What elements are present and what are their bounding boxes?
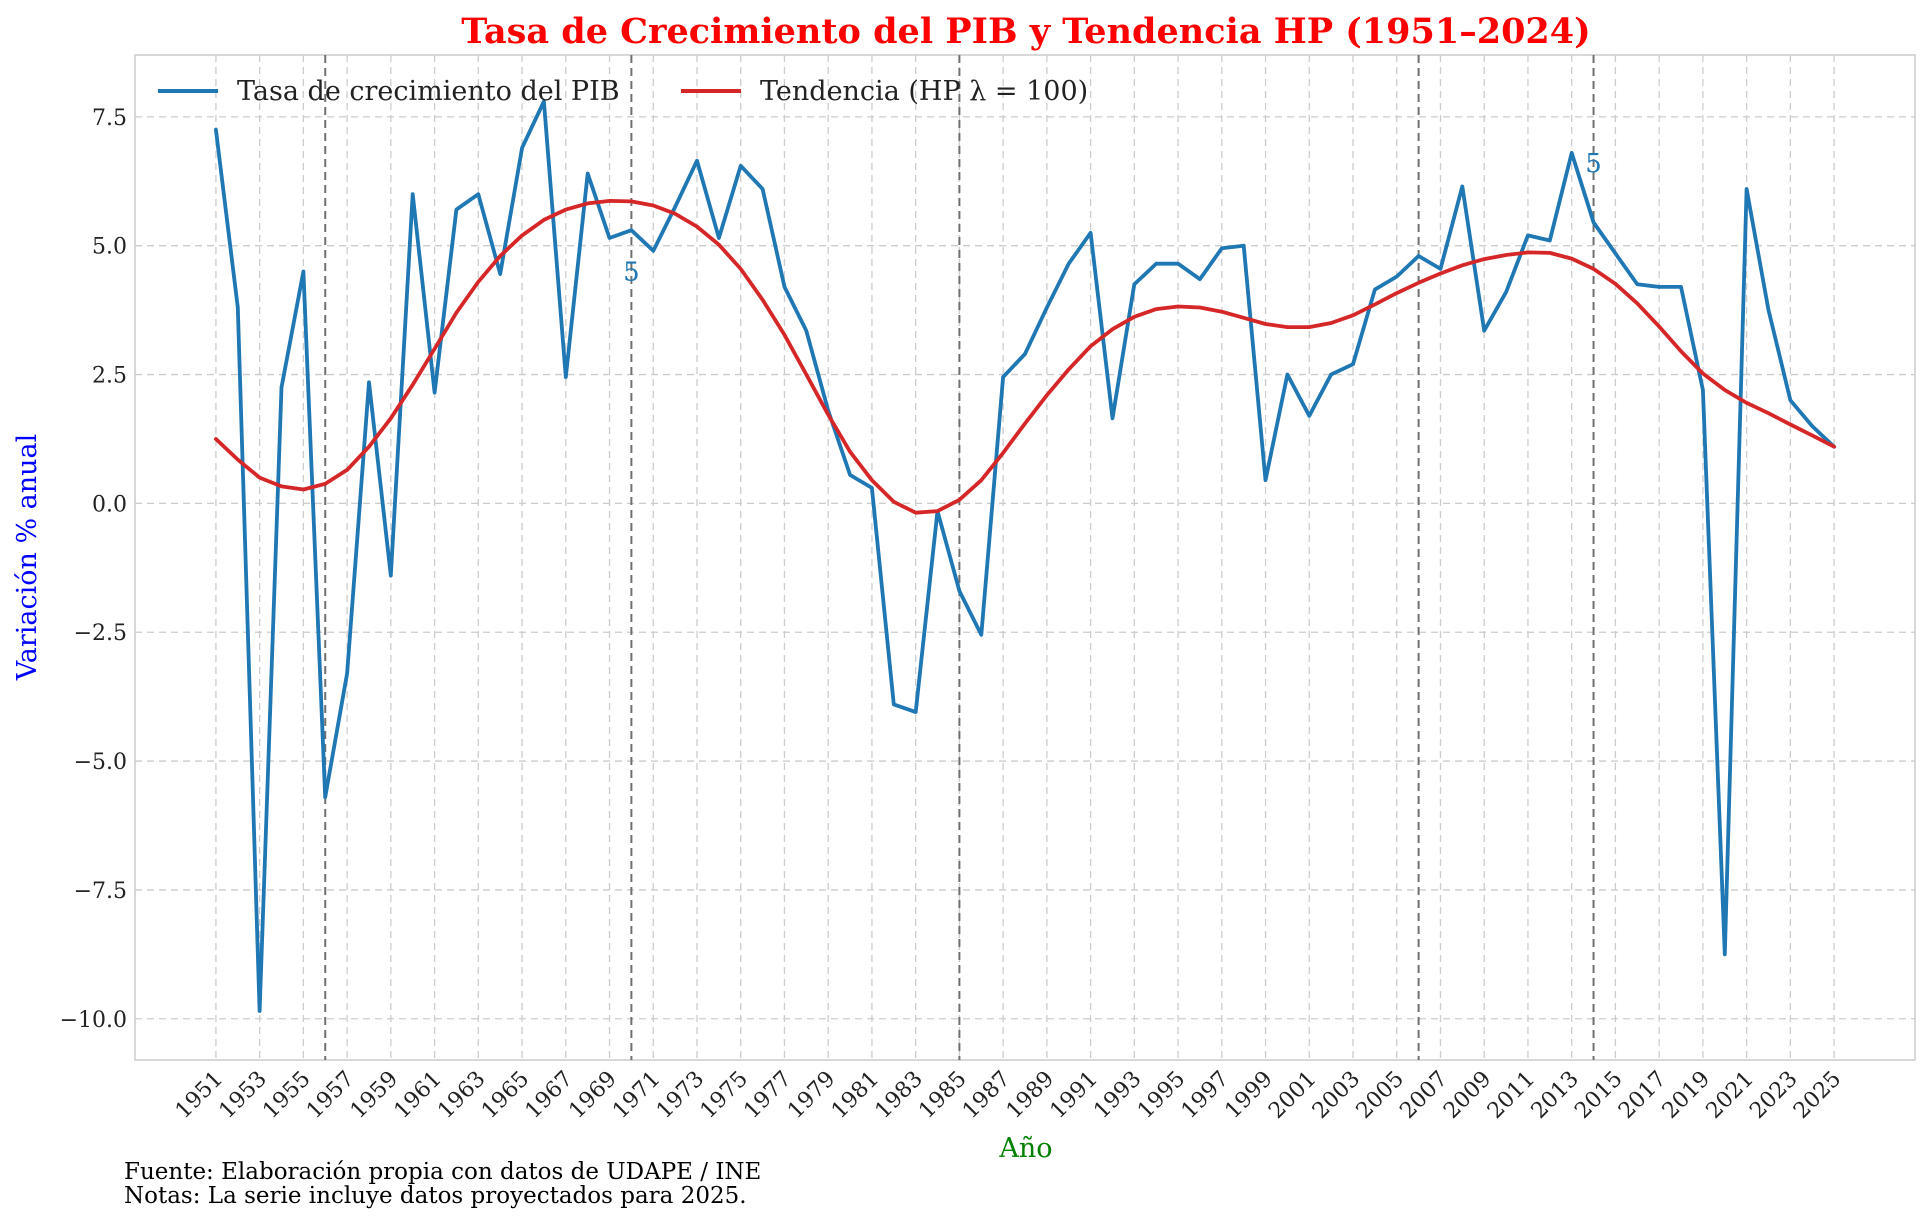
plot-area: [134, 54, 1916, 1061]
chart-title: Tasa de Crecimiento del PIB y Tendencia …: [461, 11, 1590, 52]
y-tick-label: −5.0: [74, 750, 127, 775]
annotation-label: 5: [1585, 149, 1602, 179]
annotations: 55: [623, 149, 1602, 287]
y-tick-label: 2.5: [92, 364, 127, 389]
gdp-growth-line: [213, 99, 1836, 1013]
y-axis-label: Variación % anual: [12, 434, 43, 682]
grid-lines: [135, 55, 1915, 1060]
x-axis-label: Año: [998, 1133, 1052, 1164]
source-note: Fuente: Elaboración propia con datos de …: [124, 1159, 762, 1185]
y-tick-label: 7.5: [92, 106, 127, 131]
legend-label-trend: Tendencia (HP λ = 100): [760, 76, 1088, 107]
y-tick-label: −2.5: [74, 621, 127, 646]
y-tick-label: 5.0: [92, 235, 127, 260]
y-tick-labels: −10.0 −7.5 −5.0 −2.5 0.0 2.5 5.0 7.5: [60, 106, 127, 1033]
y-tick-label: −7.5: [74, 879, 127, 904]
legend-label-gdp: Tasa de crecimiento del PIB: [237, 76, 620, 107]
annotation-label: 5: [623, 257, 640, 287]
event-vertical-lines: [324, 55, 1595, 1060]
y-tick-label: 0.0: [92, 492, 127, 517]
series-lines: [213, 99, 1836, 1013]
legend: Tasa de crecimiento del PIB Tendencia (H…: [158, 76, 1088, 107]
hp-trend-line: [213, 198, 1836, 515]
notes-note: Notas: La serie incluye datos proyectado…: [124, 1183, 747, 1209]
y-tick-label: −10.0: [60, 1008, 127, 1033]
